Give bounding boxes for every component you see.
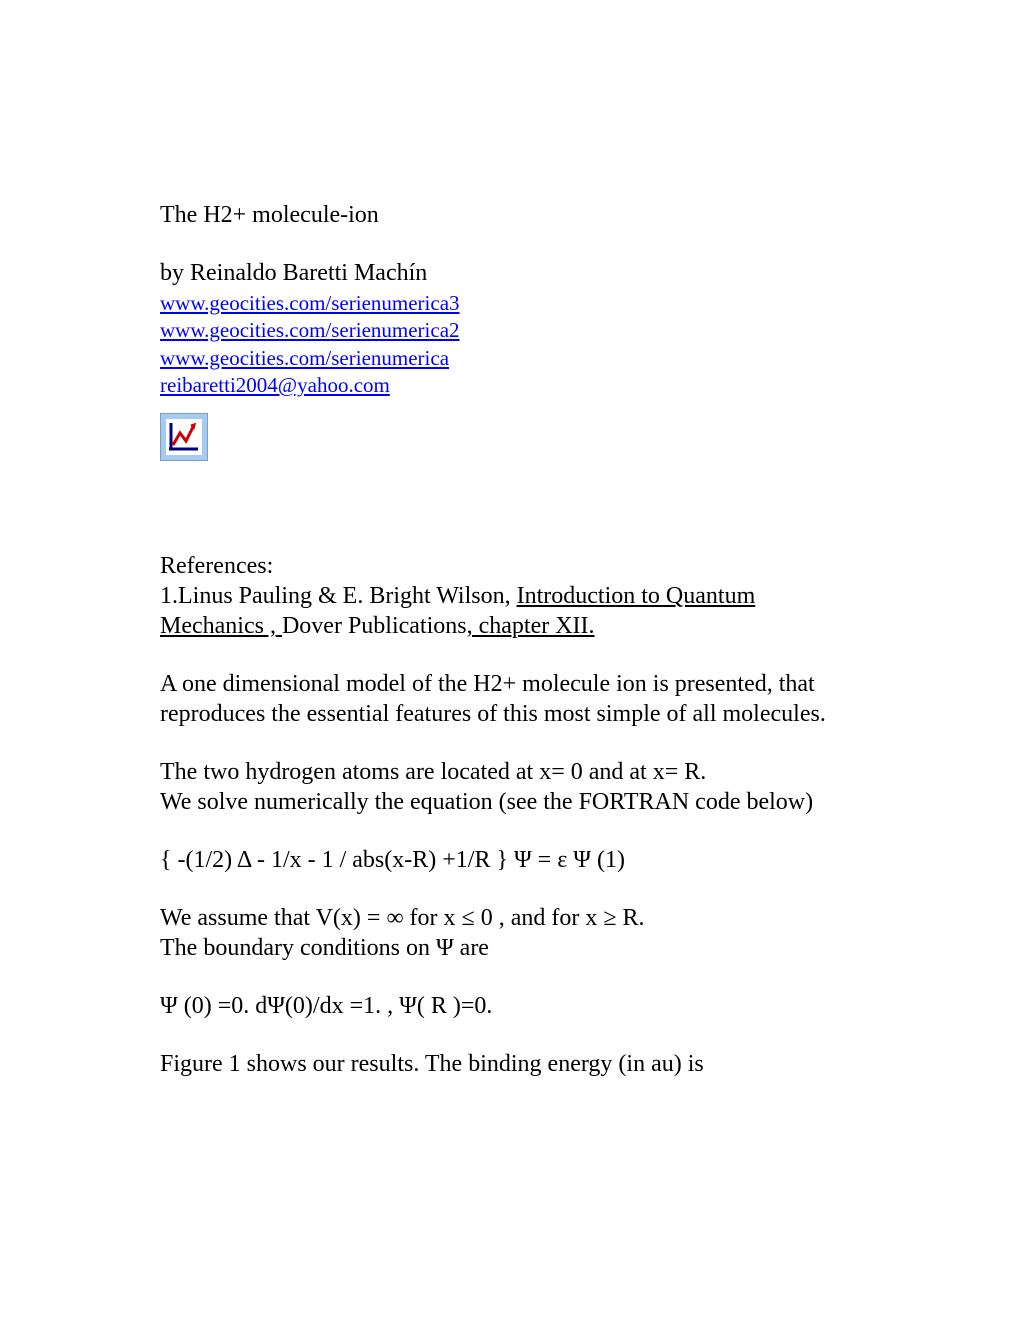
equation-2: Ψ (0) =0. dΨ(0)/dx =1. , Ψ( R )=0. — [160, 991, 860, 1021]
document-page: The H2+ molecule-ion by Reinaldo Baretti… — [0, 0, 1020, 1320]
link-email[interactable]: reibaretti2004@yahoo.com — [160, 372, 860, 399]
ref1-chapter: , chapter XII. — [467, 613, 595, 639]
page-title: The H2+ molecule-ion — [160, 200, 860, 230]
paragraph-boundary: We assume that V(x) = ∞ for x ≤ 0 , and … — [160, 903, 860, 963]
author-line: by Reinaldo Baretti Machín — [160, 258, 860, 288]
references-heading: References: — [160, 551, 860, 581]
paragraph-intro: A one dimensional model of the H2+ molec… — [160, 669, 860, 729]
chart-icon[interactable] — [160, 413, 208, 461]
body: References: 1.Linus Pauling & E. Bright … — [160, 551, 860, 1079]
link-serienumerica3[interactable]: www.geocities.com/serienumerica3 — [160, 290, 860, 317]
setup-line-1: The two hydrogen atoms are located at x=… — [160, 759, 706, 785]
link-serienumerica2[interactable]: www.geocities.com/serienumerica2 — [160, 317, 860, 344]
equation-1: { -(1/2) Δ - 1/x - 1 / abs(x-R) +1/R } Ψ… — [160, 845, 860, 875]
ref1-publisher: Dover Publications — [282, 613, 467, 639]
link-serienumerica[interactable]: www.geocities.com/serienumerica — [160, 345, 860, 372]
boundary-line-2: The boundary conditions on Ψ are — [160, 935, 489, 961]
boundary-line-1: We assume that V(x) = ∞ for x ≤ 0 , and … — [160, 905, 645, 931]
reference-1: 1.Linus Pauling & E. Bright Wilson, Intr… — [160, 581, 860, 641]
paragraph-results: Figure 1 shows our results. The binding … — [160, 1049, 860, 1079]
ref1-prefix: 1.Linus Pauling & E. Bright Wilson, — [160, 583, 517, 609]
setup-line-2: We solve numerically the equation (see t… — [160, 789, 813, 815]
paragraph-setup: The two hydrogen atoms are located at x=… — [160, 757, 860, 817]
